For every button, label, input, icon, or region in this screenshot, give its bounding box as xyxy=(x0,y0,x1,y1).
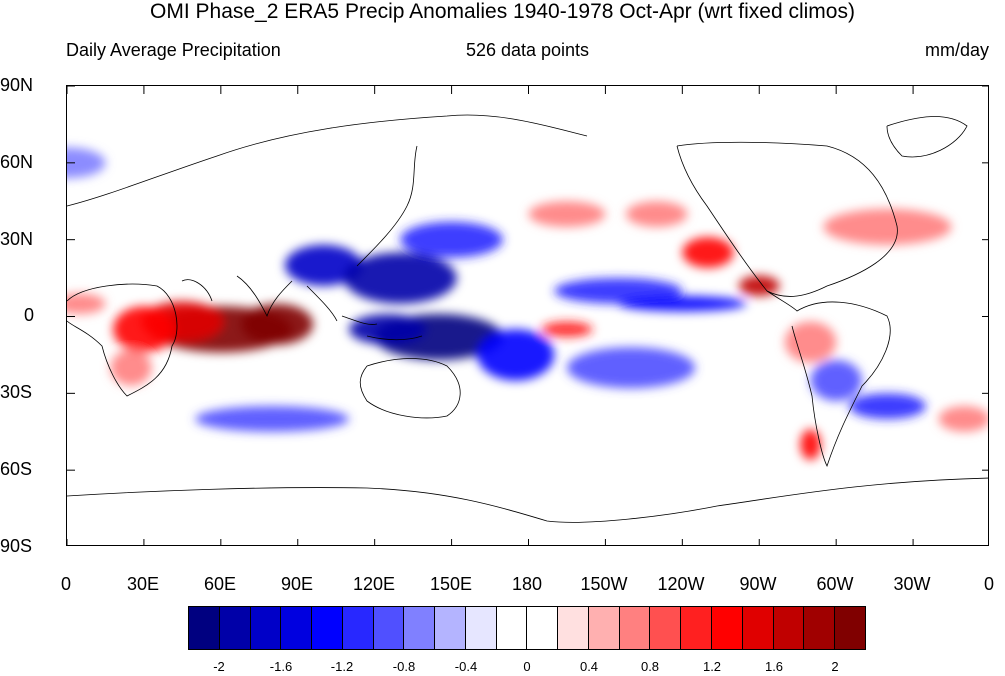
colorbar-label: 1.2 xyxy=(702,659,722,674)
map-panel xyxy=(66,85,989,546)
colorbar-swatch xyxy=(496,607,528,649)
lat-label: 90N xyxy=(0,75,34,95)
lat-label: 60S xyxy=(0,459,33,479)
colorbar-label: -1.2 xyxy=(330,659,354,674)
anomaly-region xyxy=(618,296,747,312)
colorbar-swatch xyxy=(373,607,405,649)
anomaly-region xyxy=(848,393,926,419)
colorbar xyxy=(188,606,866,650)
anomaly-field xyxy=(67,147,988,460)
colorbar-label: 0.4 xyxy=(579,659,599,674)
colorbar-label: -0.8 xyxy=(392,659,416,674)
anomaly-region xyxy=(284,244,362,286)
lat-label: 30S xyxy=(0,382,33,402)
colorbar-swatch xyxy=(219,607,251,649)
colorbar-swatch xyxy=(404,607,436,649)
colorbar-label: 0.8 xyxy=(640,659,660,674)
colorbar-swatch xyxy=(465,607,497,649)
anomaly-region xyxy=(195,406,350,432)
lon-label: 30W xyxy=(893,574,931,594)
colorbar-swatch xyxy=(681,607,713,649)
lat-label: 0 xyxy=(24,305,35,325)
anomaly-region xyxy=(738,275,780,297)
anomaly-region xyxy=(110,349,152,386)
lon-label: 180 xyxy=(511,574,543,594)
colorbar-swatch xyxy=(189,607,220,649)
colorbar-label: -1.6 xyxy=(269,659,293,674)
anomaly-region xyxy=(67,147,106,179)
anomaly-region xyxy=(528,201,606,227)
colorbar-label: 1.6 xyxy=(764,659,784,674)
anomaly-region xyxy=(67,293,106,314)
colorbar-swatch xyxy=(588,607,620,649)
lon-label: 30E xyxy=(126,574,160,594)
colorbar-swatch xyxy=(527,607,559,649)
anomaly-region xyxy=(800,429,821,460)
anomaly-region xyxy=(810,360,862,402)
lon-label: 150E xyxy=(429,574,473,594)
anomaly-region xyxy=(566,347,696,389)
anomaly-region xyxy=(541,321,593,337)
center-subtitle: 526 data points xyxy=(465,40,590,60)
colorbar-swatch xyxy=(281,607,313,649)
lon-label: 60W xyxy=(816,574,854,594)
anomaly-region xyxy=(113,306,175,353)
anomaly-region xyxy=(938,406,988,432)
lon-label: 90W xyxy=(739,574,777,594)
colorbar-label: 0 xyxy=(523,659,531,674)
figure-title: OMI Phase_2 ERA5 Precip Anomalies 1940-1… xyxy=(150,0,855,23)
map-plot xyxy=(67,86,988,545)
anomaly-region xyxy=(477,329,555,381)
lon-label: 120E xyxy=(352,574,396,594)
colorbar-swatch xyxy=(650,607,682,649)
colorbar-swatch xyxy=(558,607,589,649)
anomaly-region xyxy=(400,221,503,258)
colorbar-swatch xyxy=(619,607,651,649)
lon-label: 120W xyxy=(657,574,705,594)
colorbar-swatch xyxy=(435,607,466,649)
units-label: mm/day xyxy=(924,40,989,60)
lon-label: 150W xyxy=(580,574,628,594)
anomaly-region xyxy=(343,252,457,304)
coastlines xyxy=(67,114,988,523)
anomaly-region xyxy=(241,303,314,345)
anomaly-region xyxy=(784,321,837,363)
lon-label: 90E xyxy=(280,574,314,594)
colorbar-swatch xyxy=(835,607,865,649)
lon-label: 0 xyxy=(983,574,995,594)
colorbar-label: -2 xyxy=(213,659,225,674)
left-subtitle: Daily Average Precipitation xyxy=(66,40,281,60)
anomaly-region xyxy=(625,201,688,227)
lon-label: 0 xyxy=(60,574,72,594)
colorbar-swatch xyxy=(250,607,282,649)
lat-label: 60N xyxy=(0,152,34,172)
anomaly-region xyxy=(823,208,952,245)
anomaly-region xyxy=(349,313,426,345)
colorbar-swatch xyxy=(742,607,774,649)
colorbar-swatch xyxy=(773,607,805,649)
colorbar-swatch xyxy=(312,607,343,649)
lat-label: 90S xyxy=(0,536,33,556)
colorbar-swatch xyxy=(342,607,374,649)
colorbar-label: 2 xyxy=(831,659,839,674)
lat-label: 30N xyxy=(0,229,34,249)
lon-label: 60E xyxy=(203,574,237,594)
colorbar-label: -0.4 xyxy=(454,659,478,674)
colorbar-swatch xyxy=(804,607,836,649)
colorbar-swatch xyxy=(712,607,743,649)
anomaly-region xyxy=(682,237,734,268)
